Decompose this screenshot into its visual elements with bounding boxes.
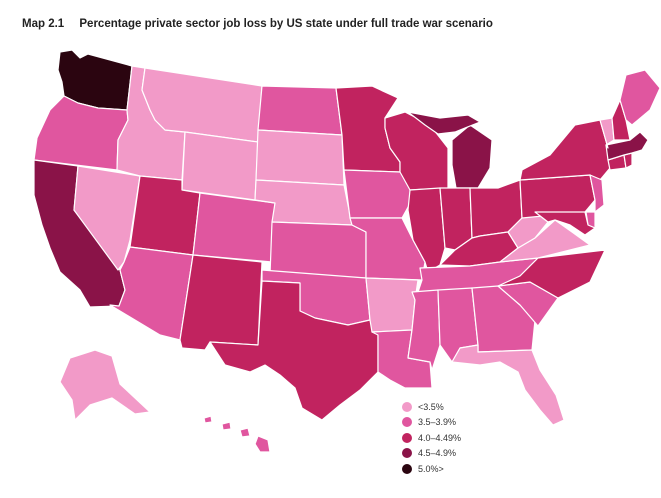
state-arkansas: [365, 277, 419, 333]
legend-label: 3.5–3.9%: [418, 417, 457, 428]
legend-item: 4.0–4.49%: [402, 430, 461, 446]
legend-label: 4.5–4.9%: [418, 448, 457, 459]
state-maine: [619, 69, 661, 126]
state-alaska: [59, 349, 151, 421]
state-hawaii-maui: [239, 427, 251, 438]
state-wyoming: [181, 131, 259, 201]
legend: <3.5% 3.5–3.9% 4.0–4.49% 4.5–4.9% 5.0%>: [402, 399, 461, 477]
state-new-york: [519, 119, 611, 181]
state-new-jersey: [589, 174, 605, 213]
state-texas: [209, 280, 379, 421]
state-hawaii-oahu: [221, 421, 232, 431]
state-iowa: [343, 169, 413, 219]
legend-swatch-1: [402, 417, 412, 428]
state-michigan: [451, 124, 493, 189]
legend-item: <3.5%: [402, 399, 461, 415]
state-new-hampshire: [611, 99, 631, 141]
legend-swatch-2: [402, 432, 412, 443]
map-title-text: Percentage private sector job loss by US…: [79, 18, 493, 30]
map-number: Map 2.1: [22, 18, 65, 30]
state-colorado: [192, 192, 276, 263]
map-title: Map 2.1 Percentage private sector job lo…: [22, 18, 493, 30]
state-kansas: [269, 221, 367, 279]
state-maryland: [534, 211, 596, 236]
state-north-carolina: [497, 249, 606, 299]
state-south-dakota: [255, 129, 345, 186]
legend-swatch-3: [402, 448, 412, 459]
state-florida: [451, 344, 565, 426]
state-vermont: [599, 117, 615, 149]
legend-swatch-0: [402, 401, 412, 412]
legend-label: 4.0–4.49%: [418, 432, 462, 443]
state-hawaii-big-island: [254, 435, 271, 453]
legend-item: 4.5–4.9%: [402, 446, 461, 462]
state-massachusetts: [605, 131, 649, 161]
state-michigan-upper: [407, 111, 481, 135]
state-north-dakota: [257, 85, 343, 136]
legend-swatch-4: [402, 463, 412, 474]
legend-label: 5.0%>: [418, 463, 444, 474]
legend-item: 3.5–3.9%: [402, 415, 461, 431]
state-new-mexico: [179, 254, 263, 351]
legend-item: 5.0%>: [402, 461, 461, 477]
state-hawaii-kauai: [203, 415, 213, 424]
legend-label: <3.5%: [418, 401, 444, 412]
